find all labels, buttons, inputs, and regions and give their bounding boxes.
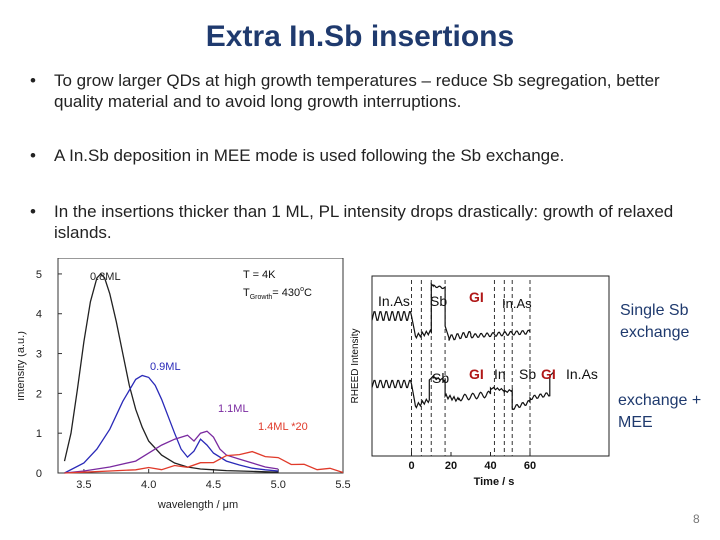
pl-x-tick-label-4: 5.5 xyxy=(335,479,350,491)
rheed-upper-label-gi: GI xyxy=(469,289,484,305)
bullet-2-text: A In.Sb deposition in MEE mode is used f… xyxy=(54,146,565,165)
pl-spectra-chart: 3.5 4.0 4.5 5.0 5.5 0 1 2 3 4 5 Intensity (a.u.) w… xyxy=(18,258,351,511)
bullet-1-text: To grow larger QDs at high growth temper… xyxy=(54,71,660,111)
bullet-3-text: In the insertions thicker than 1 ML, PL … xyxy=(54,202,674,242)
pl-y-tick-label-3: 3 xyxy=(36,349,42,361)
pl-y-tick-label-4: 4 xyxy=(36,309,42,321)
bullet-2: • A In.Sb deposition in MEE mode is used… xyxy=(30,145,690,167)
pl-growth-unit: C xyxy=(304,287,312,299)
pl-growth-value: = 430 xyxy=(272,287,300,299)
rheed-x-tick-label-1: 20 xyxy=(445,460,457,472)
rheed-lower-label-gi: GI xyxy=(469,366,484,382)
rheed-upper-trace xyxy=(371,282,531,341)
pl-y-tick-label-5: 5 xyxy=(36,269,42,281)
rheed-upper-label-sb: Sb xyxy=(430,293,447,309)
bullet-3: • In the insertions thicker than 1 ML, P… xyxy=(30,201,690,245)
rheed-lower-trace xyxy=(371,371,555,411)
rheed-upper-label-inas-2: In.As xyxy=(502,296,532,311)
slide-title: Extra In.Sb insertions xyxy=(205,20,515,53)
exchange-mee-label: exchange + MEE xyxy=(618,390,701,434)
bullet-1-marker: • xyxy=(30,71,36,90)
pl-y-tick-label-1: 1 xyxy=(36,428,42,440)
rheed-lower-label-sb-2: Sb xyxy=(519,366,536,382)
pl-series-line-3 xyxy=(64,450,344,474)
bullet-1: • To grow larger QDs at high growth temp… xyxy=(30,70,690,114)
pl-x-tick-label-1: 4.0 xyxy=(141,479,156,491)
rheed-x-tick-label-0: 0 xyxy=(408,460,414,472)
pl-series-label-0.9ml: 0.9ML xyxy=(150,361,181,373)
pl-series-line-0 xyxy=(63,272,279,473)
pl-growth-t: T xyxy=(243,287,250,299)
pl-x-tick-label-0: 3.5 xyxy=(76,479,91,491)
rheed-x-tick-label-3: 60 xyxy=(524,460,536,472)
rheed-x-axis-label: Time / s xyxy=(474,476,515,488)
rheed-lower-label-inas: In.As xyxy=(566,366,598,382)
mee-label-line-2: MEE xyxy=(618,414,653,431)
single-label-line-1: Single Sb xyxy=(620,302,689,319)
rheed-intensity-chart: 0 20 40 60 RHEED Intensity Time / s In.As S… xyxy=(350,275,610,488)
pl-y-axis-label: Intensity (a.u.) xyxy=(18,331,27,401)
pl-growth-subscript: Growth xyxy=(250,294,273,301)
pl-x-tick-label-3: 5.0 xyxy=(271,479,286,491)
pl-y-tick-label-2: 2 xyxy=(36,388,42,400)
rheed-upper-label-inas: In.As xyxy=(378,293,410,309)
rheed-y-axis-label: RHEED Intensity xyxy=(350,328,361,403)
pl-series-label-0.8ml: 0.8ML xyxy=(90,271,121,283)
pl-x-axis-label: wavelength / μm xyxy=(157,499,238,511)
single-label-line-2: exchange xyxy=(620,324,690,341)
page-number: 8 xyxy=(693,512,700,526)
rheed-x-tick-label-2: 40 xyxy=(484,460,496,472)
mee-label-line-1: exchange + xyxy=(618,392,702,409)
pl-growth-degree: o xyxy=(300,286,304,293)
rheed-lower-label-sb: Sb xyxy=(432,370,449,386)
rheed-lower-label-in: In xyxy=(494,366,506,382)
rheed-lower-label-gi-2: GI xyxy=(541,366,556,382)
pl-series-label-1.4ml: 1.4ML *20 xyxy=(258,421,308,433)
pl-series-line-1 xyxy=(64,374,279,474)
single-sb-exchange-label: Single Sb exchange xyxy=(620,300,689,344)
pl-x-tick-label-2: 4.5 xyxy=(206,479,221,491)
bullet-3-marker: • xyxy=(30,202,36,221)
pl-series-label-1.1ml: 1.1ML xyxy=(218,403,249,415)
pl-temp-annotation: T = 4K xyxy=(243,269,276,281)
bullet-2-marker: • xyxy=(30,146,36,165)
pl-growth-temp-annotation: TGrowth= 430oC xyxy=(243,286,312,301)
pl-series-line-2 xyxy=(64,430,279,474)
pl-plot-frame xyxy=(57,258,344,474)
pl-y-tick-label-0: 0 xyxy=(36,468,42,480)
